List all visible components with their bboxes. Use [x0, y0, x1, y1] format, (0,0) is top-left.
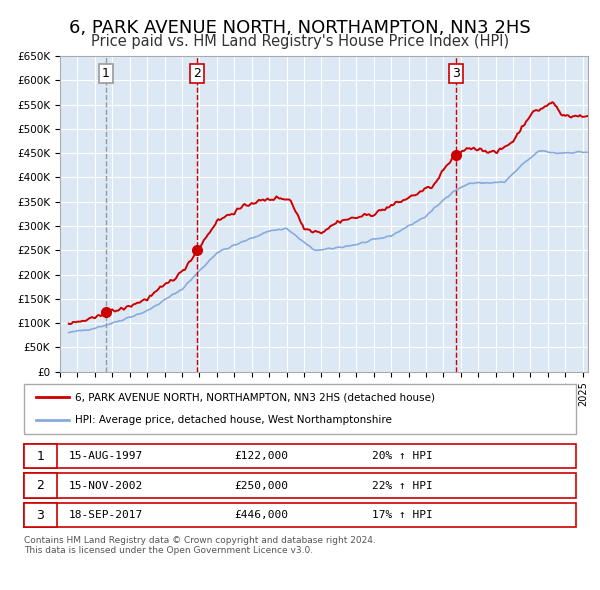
Text: £122,000: £122,000	[234, 451, 288, 461]
Text: HPI: Average price, detached house, West Northamptonshire: HPI: Average price, detached house, West…	[75, 415, 392, 425]
Text: 6, PARK AVENUE NORTH, NORTHAMPTON, NN3 2HS: 6, PARK AVENUE NORTH, NORTHAMPTON, NN3 2…	[69, 19, 531, 37]
Text: 22% ↑ HPI: 22% ↑ HPI	[372, 481, 433, 490]
Text: 1: 1	[37, 450, 44, 463]
Text: 2: 2	[193, 67, 201, 80]
Text: 6, PARK AVENUE NORTH, NORTHAMPTON, NN3 2HS (detached house): 6, PARK AVENUE NORTH, NORTHAMPTON, NN3 2…	[75, 392, 435, 402]
Text: Contains HM Land Registry data © Crown copyright and database right 2024.
This d: Contains HM Land Registry data © Crown c…	[24, 536, 376, 555]
Text: 15-AUG-1997: 15-AUG-1997	[69, 451, 143, 461]
Text: 3: 3	[37, 509, 44, 522]
Text: 20% ↑ HPI: 20% ↑ HPI	[372, 451, 433, 461]
Text: 3: 3	[452, 67, 460, 80]
Text: 15-NOV-2002: 15-NOV-2002	[69, 481, 143, 490]
Text: £250,000: £250,000	[234, 481, 288, 490]
Text: £446,000: £446,000	[234, 510, 288, 520]
Text: 18-SEP-2017: 18-SEP-2017	[69, 510, 143, 520]
Text: 1: 1	[102, 67, 110, 80]
Text: 2: 2	[37, 479, 44, 492]
Text: Price paid vs. HM Land Registry's House Price Index (HPI): Price paid vs. HM Land Registry's House …	[91, 34, 509, 49]
Text: 17% ↑ HPI: 17% ↑ HPI	[372, 510, 433, 520]
